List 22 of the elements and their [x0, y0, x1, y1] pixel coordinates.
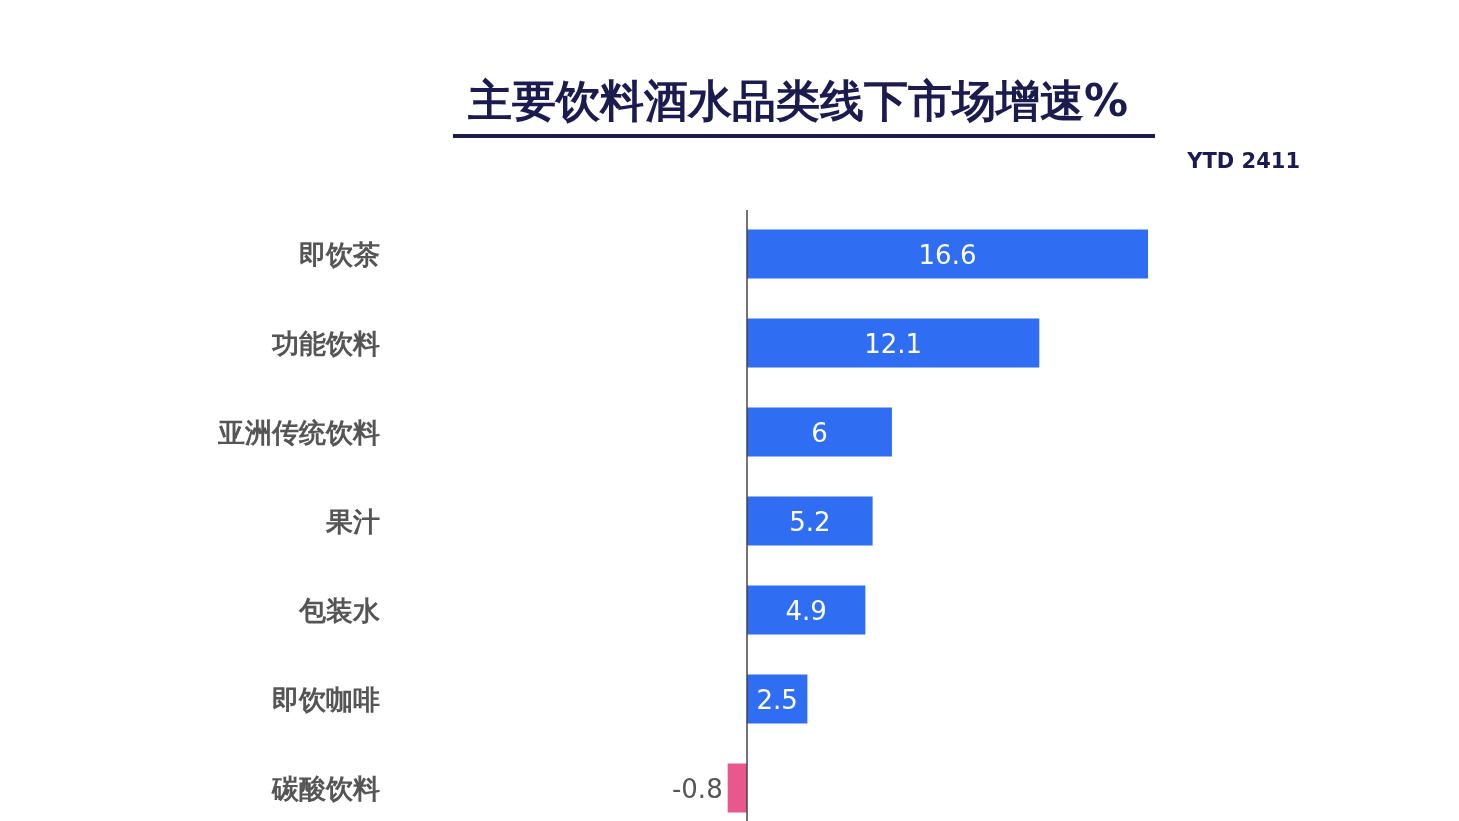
data-label: 5.2: [789, 507, 831, 537]
y-tick-label: 包装水: [298, 595, 381, 626]
y-tick-label: 即饮咖啡: [272, 684, 380, 715]
y-tick-label: 果汁: [325, 506, 380, 537]
data-label: 4.9: [785, 596, 827, 626]
data-label: 12.1: [864, 329, 923, 359]
y-tick-label: 亚洲传统饮料: [217, 417, 380, 448]
bar: [747, 229, 1148, 279]
data-label: 16.6: [918, 240, 977, 270]
y-tick-label: 碳酸饮料: [271, 773, 380, 804]
bar: [747, 318, 1040, 368]
text: YTD 2411: [1186, 149, 1300, 173]
y-tick-label: 功能饮料: [271, 328, 380, 359]
bar: [747, 496, 873, 546]
data-label: -0.8: [671, 774, 723, 804]
data-label: 2.5: [756, 685, 798, 715]
bar: [727, 763, 747, 813]
chart-title: 主要饮料酒水品类线下市场增速%: [466, 75, 1129, 126]
bar: [747, 407, 892, 457]
y-tick-label: 即饮茶: [299, 239, 380, 270]
bar: [747, 585, 866, 635]
data-label: 6: [811, 418, 828, 448]
